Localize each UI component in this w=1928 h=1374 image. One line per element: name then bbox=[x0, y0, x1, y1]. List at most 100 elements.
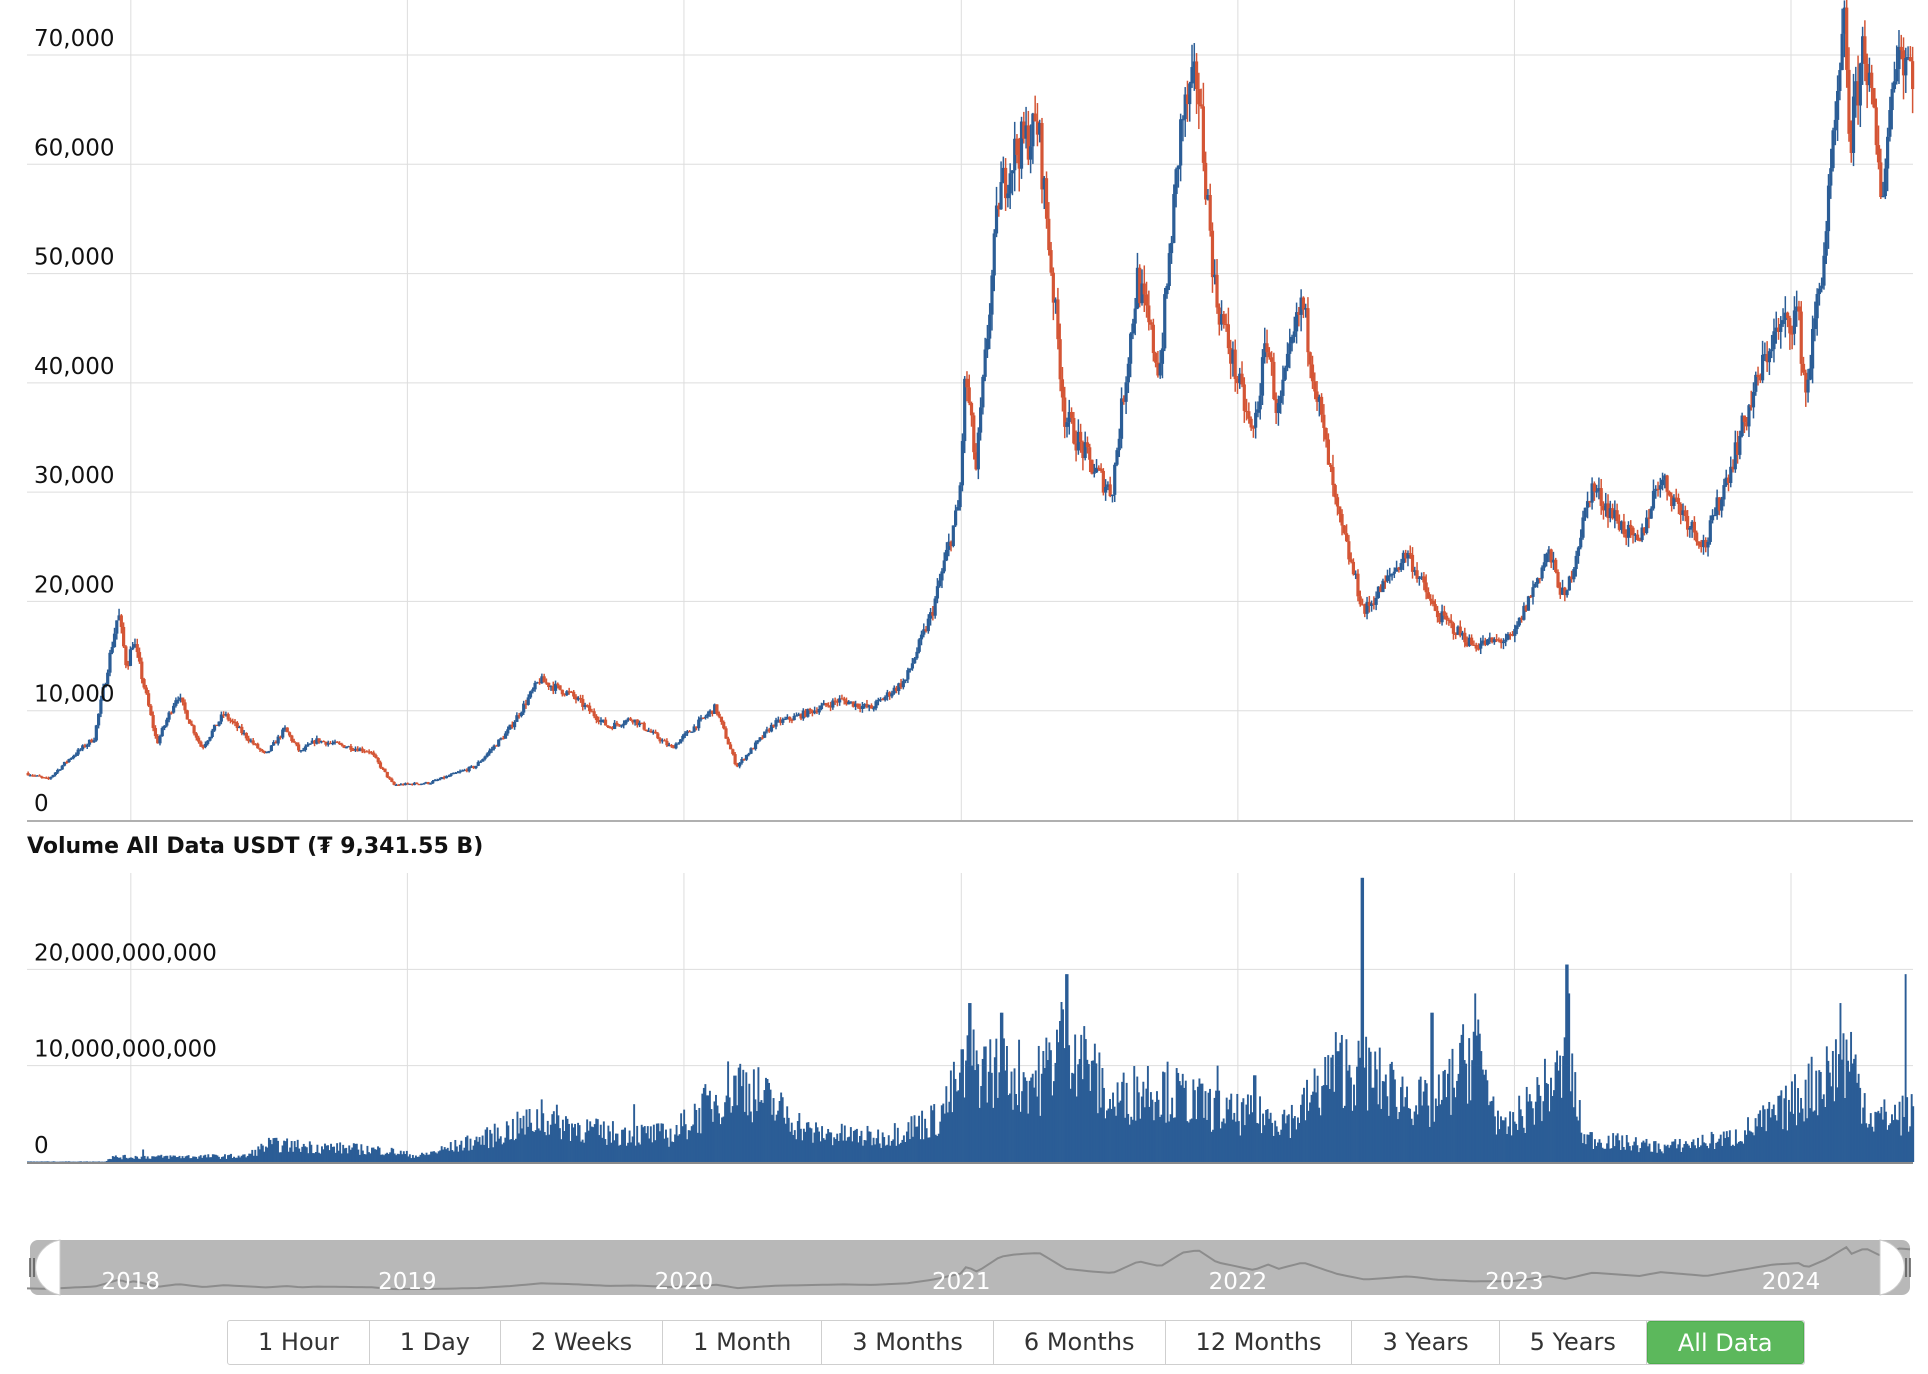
candle-body bbox=[647, 730, 651, 732]
volume-bar bbox=[442, 1149, 445, 1162]
candle-body bbox=[694, 726, 699, 729]
volume-bar bbox=[909, 1139, 911, 1162]
volume-bar bbox=[1049, 1050, 1052, 1162]
volume-bar bbox=[818, 1131, 820, 1162]
candle-body bbox=[590, 711, 594, 713]
volume-bar bbox=[1481, 1069, 1484, 1162]
volume-bar bbox=[307, 1153, 310, 1162]
range-button-5-years[interactable]: 5 Years bbox=[1500, 1321, 1647, 1364]
volume-bar bbox=[743, 1111, 746, 1162]
volume-bar bbox=[1246, 1094, 1249, 1162]
volume-bar bbox=[155, 1156, 158, 1162]
candle-body bbox=[858, 707, 862, 709]
navigator-series bbox=[26, 1245, 1911, 1291]
volume-bar bbox=[721, 1117, 723, 1162]
candle-body bbox=[81, 745, 85, 750]
candle-body bbox=[801, 710, 805, 719]
candle-body bbox=[744, 754, 749, 760]
navigator-handle-shape[interactable] bbox=[1879, 1239, 1905, 1296]
volume-bar bbox=[1389, 1063, 1392, 1162]
volume-bar bbox=[1175, 1068, 1178, 1162]
volume-bar bbox=[330, 1143, 333, 1162]
volume-bar bbox=[545, 1135, 548, 1162]
volume-bar bbox=[290, 1141, 293, 1162]
volume-bar bbox=[389, 1152, 392, 1162]
range-button-1-day[interactable]: 1 Day bbox=[370, 1321, 502, 1364]
volume-bar bbox=[1797, 1088, 1799, 1162]
volume-bar bbox=[719, 1124, 722, 1162]
candle-body bbox=[608, 727, 612, 729]
candle-body bbox=[1081, 442, 1085, 459]
price-candles bbox=[26, 0, 1915, 786]
range-button-3-months[interactable]: 3 Months bbox=[822, 1321, 994, 1364]
volume-bar bbox=[718, 1113, 720, 1162]
volume-bar bbox=[790, 1122, 793, 1162]
range-button-all-data[interactable]: All Data bbox=[1646, 1321, 1804, 1364]
candle-body bbox=[1276, 403, 1280, 414]
volume-bar bbox=[1087, 1064, 1090, 1162]
volume-bar bbox=[987, 1071, 990, 1162]
range-button-1-month[interactable]: 1 Month bbox=[663, 1321, 823, 1364]
candle-body bbox=[558, 685, 562, 690]
candle-body bbox=[1392, 571, 1396, 574]
range-button-12-months[interactable]: 12 Months bbox=[1166, 1321, 1353, 1364]
volume-bar bbox=[319, 1153, 322, 1162]
candle-body bbox=[497, 739, 501, 747]
candle-body bbox=[788, 716, 792, 720]
navigator-handle-left[interactable] bbox=[29, 1239, 61, 1296]
volume-bar bbox=[836, 1133, 839, 1162]
volume-bar bbox=[674, 1134, 677, 1162]
volume-bar bbox=[1310, 1094, 1313, 1162]
volume-bar bbox=[514, 1138, 517, 1162]
candle-body bbox=[51, 774, 55, 778]
navigator[interactable]: 2018 2019 2020 2021 2022 2023 2024 bbox=[26, 1239, 1911, 1296]
volume-bar bbox=[1454, 1097, 1457, 1162]
volume-bar bbox=[604, 1139, 607, 1162]
volume-bar bbox=[799, 1128, 802, 1162]
candle-body bbox=[208, 736, 212, 741]
volume-bar bbox=[443, 1147, 446, 1162]
volume-bar bbox=[925, 1128, 928, 1162]
volume-bar bbox=[1083, 1026, 1086, 1162]
candle-body bbox=[1306, 308, 1310, 353]
navigator-handle-right[interactable] bbox=[1879, 1239, 1911, 1296]
volume-bar bbox=[1901, 1095, 1904, 1162]
volume-bar bbox=[440, 1146, 443, 1162]
navigator-year-label: 2020 bbox=[655, 1269, 714, 1295]
volume-bar bbox=[1424, 1080, 1427, 1162]
volume-bar bbox=[1469, 1100, 1472, 1162]
volume-bar bbox=[822, 1138, 825, 1162]
candle-body bbox=[340, 743, 344, 746]
volume-bar bbox=[1686, 1143, 1689, 1162]
navigator-handle-shape[interactable] bbox=[35, 1239, 61, 1296]
candle-body bbox=[1679, 504, 1683, 516]
volume-bar bbox=[142, 1149, 145, 1162]
candle-body bbox=[108, 652, 112, 673]
volume-bar bbox=[527, 1126, 530, 1162]
volume-bar bbox=[1886, 1129, 1889, 1162]
range-button-3-years[interactable]: 3 Years bbox=[1352, 1321, 1500, 1364]
candle-body bbox=[1040, 123, 1044, 190]
candle-body bbox=[394, 784, 398, 786]
candle-body bbox=[985, 338, 990, 350]
candle-body bbox=[1570, 576, 1574, 580]
candle-body bbox=[556, 683, 560, 686]
candle-body bbox=[710, 710, 714, 714]
volume-bar bbox=[952, 1061, 955, 1162]
volume-bar bbox=[1892, 1120, 1895, 1162]
volume-bar bbox=[1142, 1081, 1145, 1162]
range-button-6-months[interactable]: 6 Months bbox=[994, 1321, 1166, 1364]
candle-body bbox=[303, 746, 308, 750]
volume-bar bbox=[172, 1155, 175, 1162]
candle-body bbox=[474, 765, 478, 769]
range-button-1-hour[interactable]: 1 Hour bbox=[228, 1321, 370, 1364]
range-button-2-weeks[interactable]: 2 Weeks bbox=[501, 1321, 664, 1364]
candle-body bbox=[1240, 373, 1244, 385]
volume-bar bbox=[1022, 1072, 1025, 1162]
candle-body bbox=[578, 697, 583, 700]
candle-body bbox=[1408, 553, 1412, 555]
candle-body bbox=[201, 746, 205, 748]
volume-bar bbox=[358, 1154, 361, 1162]
volume-bar bbox=[1887, 1125, 1890, 1162]
volume-bar bbox=[1453, 1087, 1455, 1162]
